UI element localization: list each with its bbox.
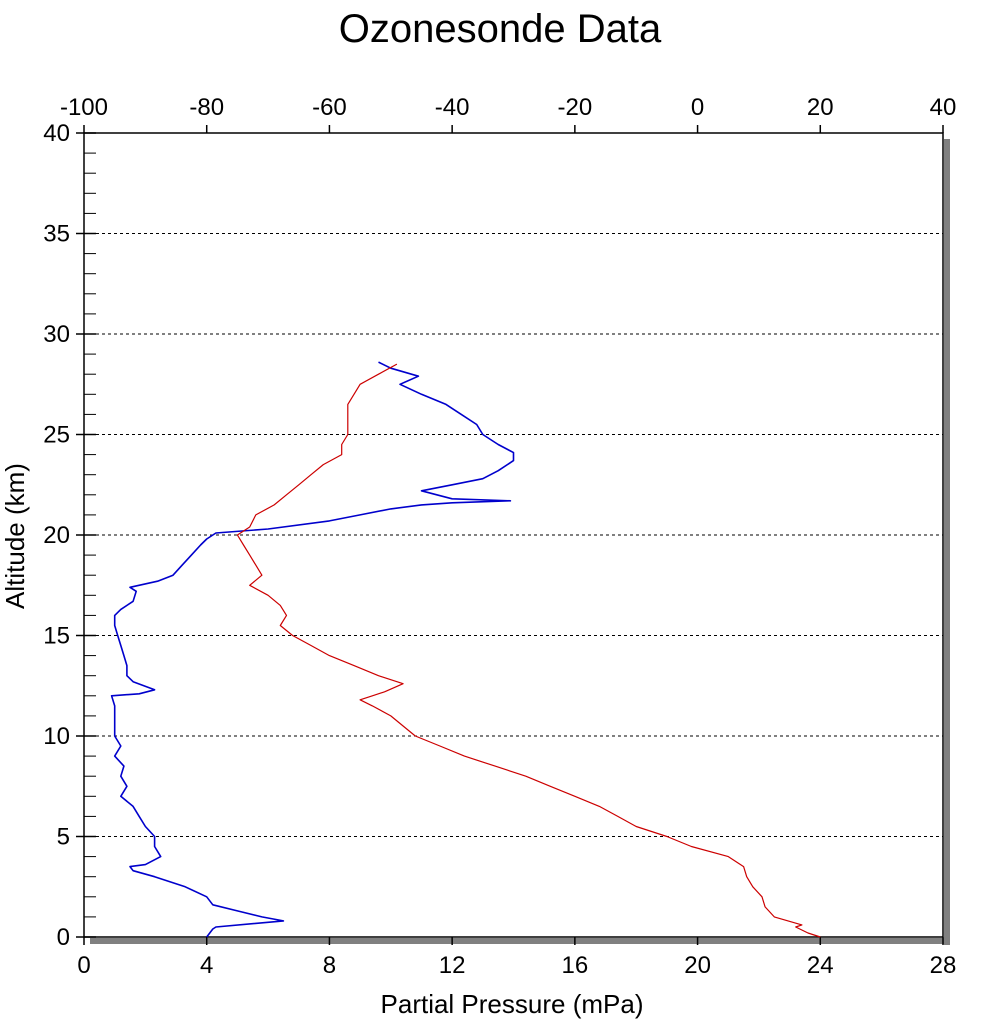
y-tick-label-6: 30	[43, 321, 70, 348]
frame-shadow-bottom	[90, 938, 950, 944]
x-top-tick-label-7: 40	[930, 94, 957, 121]
y-tick-label-8: 40	[43, 120, 70, 147]
y-tick-label-3: 15	[43, 623, 70, 650]
frame-shadow-right	[944, 139, 950, 945]
x-bottom-tick-label-5: 20	[684, 952, 711, 979]
x-top-tick-label-3: -40	[435, 94, 470, 121]
y-tick-label-2: 10	[43, 723, 70, 750]
y-tick-label-0: 0	[57, 924, 70, 951]
y-tick-label-1: 5	[57, 824, 70, 851]
x-bottom-tick-label-3: 12	[439, 952, 466, 979]
x-axis-label: Partial Pressure (mPa)	[381, 989, 644, 1019]
x-bottom-tick-label-4: 16	[562, 952, 589, 979]
x-top-tick-label-4: -20	[558, 94, 593, 121]
x-top-tick-label-6: 20	[807, 94, 834, 121]
chart-title: Ozonesonde Data	[339, 7, 662, 51]
y-axis-label: Altitude (km)	[0, 463, 30, 609]
x-bottom-tick-label-0: 0	[77, 952, 90, 979]
x-top-tick-label-1: -80	[189, 94, 224, 121]
x-top-tick-label-2: -60	[312, 94, 347, 121]
x-bottom-tick-label-2: 8	[323, 952, 336, 979]
x-top-tick-label-5: 0	[691, 94, 704, 121]
x-bottom-tick-label-1: 4	[200, 952, 213, 979]
y-tick-label-5: 25	[43, 422, 70, 449]
x-bottom-tick-label-7: 28	[930, 952, 957, 979]
series-line-1	[236, 363, 821, 938]
y-tick-label-7: 35	[43, 221, 70, 248]
x-top-tick-label-0: -100	[60, 94, 108, 121]
y-tick-label-4: 20	[43, 522, 70, 549]
x-bottom-tick-label-6: 24	[807, 952, 834, 979]
series-line-0	[110, 361, 515, 938]
